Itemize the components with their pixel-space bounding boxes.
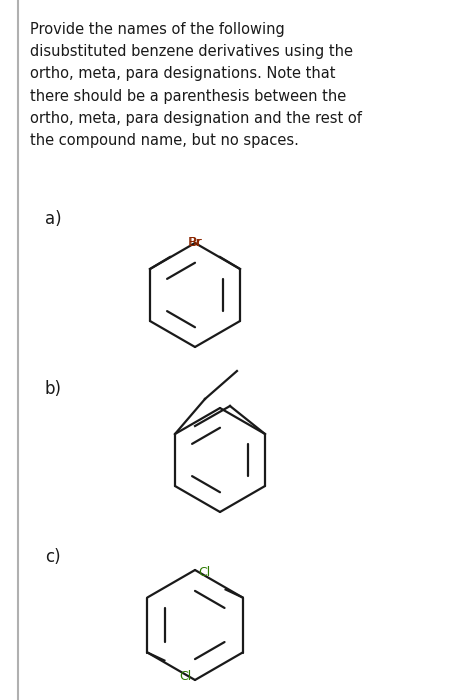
- Text: c): c): [45, 548, 61, 566]
- Text: Br: Br: [188, 236, 202, 249]
- Text: a): a): [45, 210, 62, 228]
- Text: Cl: Cl: [179, 671, 191, 683]
- Text: Br: Br: [188, 236, 202, 249]
- Text: Cl: Cl: [198, 566, 211, 580]
- Text: Provide the names of the following
disubstituted benzene derivatives using the
o: Provide the names of the following disub…: [30, 22, 362, 148]
- Text: b): b): [45, 380, 62, 398]
